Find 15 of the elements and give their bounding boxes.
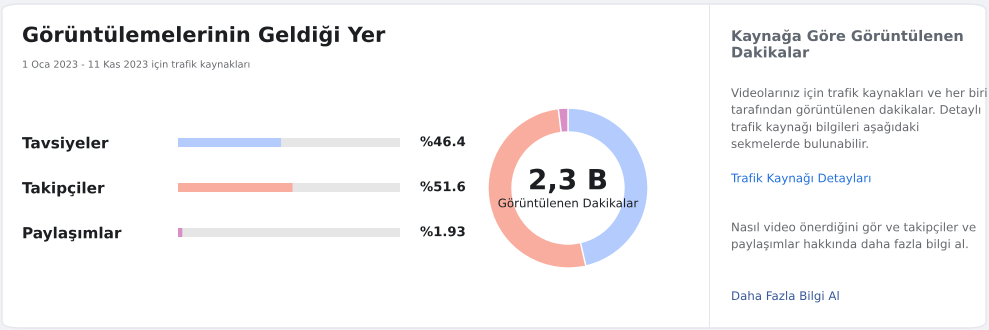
text: Daha Fazla Bilgi Al <box>732 291 839 302</box>
y-tick-label: Paylaşımlar <box>23 226 122 242</box>
data-label: %46.4 <box>420 136 466 146</box>
text: Görüntülenen Dakikalar <box>498 198 638 208</box>
data-label: %51.6 <box>420 181 466 192</box>
text: Nasıl video önerdiğini gör ve takipçiler ve paylaşımlar hakkında daha fazla bilgi al. <box>732 222 976 251</box>
data-label: %1.93 <box>420 226 465 236</box>
chart-subtitle: 1 Oca 2023 - 11 Kas 2023 için trafik kaynakları <box>23 60 250 70</box>
text: 2,3 B <box>530 168 606 194</box>
y-tick-label: Takipçiler <box>22 182 104 196</box>
y-tick-label: Tavsiyeler <box>22 136 108 152</box>
text: Kaynağa Göre Görüntülenen Dakikalar <box>732 30 963 58</box>
text: Trafik Kaynağı Detayları <box>730 173 870 185</box>
chart-title: Görüntülemelerinin Geldiği Yer <box>23 26 386 46</box>
text: Videolarınız için trafik kaynakları ve her biri tarafından görüntülenen dakikalar. Detaylı trafik kaynağı bilgileri aşağıdaki sekmelerde bulunabilir. <box>731 88 986 148</box>
